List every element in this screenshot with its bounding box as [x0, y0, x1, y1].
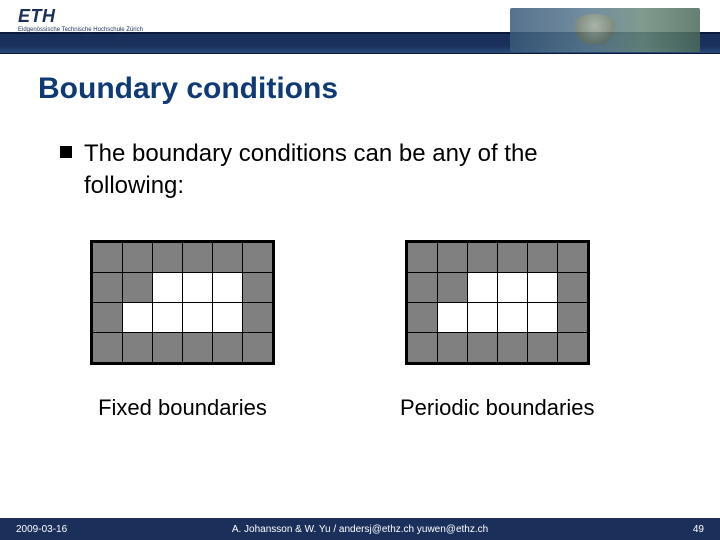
footer-page-number: 49 — [693, 524, 704, 535]
bullet-line-1: The boundary conditions can be any of th… — [84, 140, 538, 167]
cell-filled — [93, 333, 123, 363]
cell-filled — [93, 273, 123, 303]
caption-right: Periodic boundaries — [400, 395, 594, 421]
cell-empty — [183, 273, 213, 303]
cell-filled — [437, 333, 467, 363]
cell-filled — [497, 333, 527, 363]
grids-container: Fixed boundaries Periodic boundaries — [0, 240, 720, 440]
cell-empty — [497, 273, 527, 303]
cell-empty — [527, 303, 557, 333]
cell-filled — [437, 243, 467, 273]
cell-filled — [123, 273, 153, 303]
cell-empty — [123, 303, 153, 333]
bullet-line-2: following: — [84, 172, 184, 199]
logo-subtitle-1: Eidgenössische Technische Hochschule Zür… — [18, 27, 143, 34]
cell-empty — [153, 273, 183, 303]
cell-filled — [213, 243, 243, 273]
cell-empty — [497, 303, 527, 333]
caption-left: Fixed boundaries — [98, 395, 267, 421]
cell-filled — [557, 243, 587, 273]
cell-empty — [213, 303, 243, 333]
footer: 2009-03-16 A. Johansson & W. Yu / anders… — [0, 518, 720, 540]
header: ETH Eidgenössische Technische Hochschule… — [0, 0, 720, 60]
cell-filled — [123, 243, 153, 273]
logo: ETH Eidgenössische Technische Hochschule… — [18, 6, 143, 41]
cell-filled — [407, 243, 437, 273]
cell-filled — [527, 243, 557, 273]
logo-mark: ETH — [18, 6, 143, 27]
bullet-item: The boundary conditions can be any of th… — [60, 138, 660, 203]
grid-right — [405, 240, 590, 365]
cell-filled — [93, 243, 123, 273]
cell-filled — [243, 243, 273, 273]
cell-filled — [407, 303, 437, 333]
logo-subtitle-2: Swiss Federal Institute of Technology Zu… — [18, 34, 143, 41]
cell-filled — [183, 333, 213, 363]
cell-filled — [467, 333, 497, 363]
slide: ETH Eidgenössische Technische Hochschule… — [0, 0, 720, 540]
cell-filled — [467, 243, 497, 273]
grid-left — [90, 240, 275, 365]
grid-periodic-boundaries: Periodic boundaries — [400, 240, 594, 421]
cell-empty — [467, 303, 497, 333]
cell-filled — [407, 333, 437, 363]
cell-filled — [527, 333, 557, 363]
cell-empty — [153, 303, 183, 333]
cell-filled — [153, 333, 183, 363]
page-title: Boundary conditions — [38, 72, 338, 106]
cell-filled — [243, 333, 273, 363]
bullet-text: The boundary conditions can be any of th… — [84, 138, 538, 203]
cell-filled — [557, 273, 587, 303]
cell-filled — [557, 303, 587, 333]
footer-credits: A. Johansson & W. Yu / andersj@ethz.ch y… — [232, 524, 488, 535]
cell-filled — [437, 273, 467, 303]
cell-filled — [557, 333, 587, 363]
cell-filled — [123, 333, 153, 363]
header-photo — [510, 8, 700, 52]
cell-filled — [243, 273, 273, 303]
cell-filled — [497, 243, 527, 273]
cell-empty — [183, 303, 213, 333]
grid-fixed-boundaries: Fixed boundaries — [90, 240, 275, 421]
bullet-list: The boundary conditions can be any of th… — [60, 138, 660, 203]
cell-empty — [527, 273, 557, 303]
cell-filled — [153, 243, 183, 273]
cell-empty — [467, 273, 497, 303]
footer-date: 2009-03-16 — [16, 524, 67, 535]
cell-empty — [213, 273, 243, 303]
cell-filled — [213, 333, 243, 363]
square-bullet-icon — [60, 146, 72, 158]
cell-filled — [93, 303, 123, 333]
cell-empty — [437, 303, 467, 333]
cell-filled — [183, 243, 213, 273]
cell-filled — [407, 273, 437, 303]
cell-filled — [243, 303, 273, 333]
